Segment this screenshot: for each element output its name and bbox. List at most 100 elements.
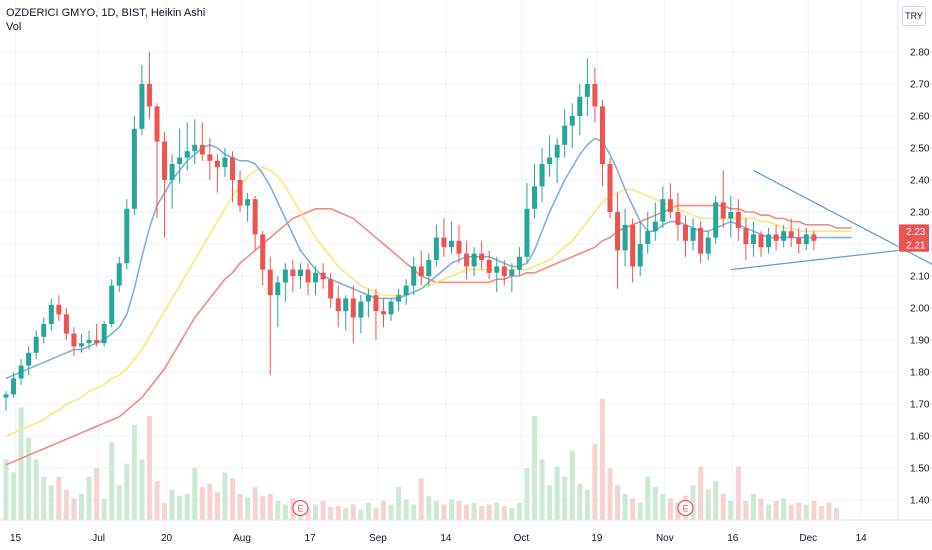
volume-bar (584, 489, 590, 520)
volume-bar (116, 485, 122, 520)
time-tick-label: 14 (856, 533, 868, 544)
volume-bar (448, 499, 454, 520)
earnings-marker-label: E (682, 504, 688, 514)
candle-body (411, 266, 417, 286)
candle-body (615, 212, 621, 251)
price-tick-label: 1.40 (910, 496, 930, 507)
candle-body (652, 221, 658, 232)
candle-body (313, 272, 319, 283)
volume-bar (396, 487, 402, 520)
candle-body (358, 301, 364, 318)
volume-bar (592, 443, 598, 520)
candle-body (456, 240, 462, 254)
candle-body (667, 199, 673, 212)
trendline (753, 169, 932, 265)
price-tick-label: 2.00 (910, 304, 930, 315)
candle-body (713, 202, 719, 238)
volume-bar (3, 459, 9, 520)
candle-body (773, 234, 779, 241)
volume-bar (94, 468, 100, 520)
volume-bar (562, 476, 568, 520)
volume-bar (788, 504, 794, 520)
price-tick-label: 1.50 (910, 464, 930, 475)
volume-bar (464, 504, 470, 520)
candle-body (547, 157, 553, 164)
volume-bar (305, 507, 311, 520)
candle-body (86, 340, 92, 344)
candle-body (94, 340, 100, 344)
volume-bar (124, 463, 130, 520)
candle-body (803, 234, 809, 244)
price-tick-label: 1.70 (910, 400, 930, 411)
volume-bar (56, 476, 62, 520)
candle-body (501, 266, 507, 276)
candle-body (690, 228, 696, 241)
candle-body (116, 263, 122, 286)
candle-body (18, 365, 24, 379)
volume-bar (705, 488, 711, 520)
price-tag-label: 2.23 (906, 227, 926, 238)
candle-body (71, 333, 77, 347)
volume-bar (532, 416, 537, 520)
candle-body (252, 199, 258, 235)
candle-body (101, 324, 107, 344)
time-tick-label: Sep (369, 533, 387, 544)
candle-body (562, 125, 568, 145)
candle-body (433, 237, 439, 260)
candle-body (124, 208, 130, 264)
candle-body (448, 240, 454, 248)
volume-bar (667, 498, 673, 520)
candle-body (154, 106, 160, 142)
candle-body (509, 269, 515, 276)
volume-bar (554, 466, 560, 520)
volume-bar (252, 487, 258, 520)
candle-body (214, 160, 220, 168)
candle-body (479, 253, 485, 260)
candle-body (146, 84, 152, 107)
candle-body (56, 304, 62, 315)
candle-body (577, 96, 583, 116)
volume-label[interactable]: Vol (6, 21, 22, 33)
candle-body (328, 279, 334, 299)
candle-body (26, 352, 32, 366)
volume-bar (803, 504, 809, 520)
candle-body (592, 84, 598, 107)
candle-body (177, 157, 183, 164)
time-tick-label: Aug (233, 533, 251, 544)
volume-bar (245, 497, 251, 520)
volume-bar (260, 495, 266, 520)
candle-body (297, 269, 303, 276)
volume-bar (569, 450, 575, 520)
time-tick-label: Nov (656, 533, 674, 544)
volume-bar (86, 476, 92, 520)
time-axis[interactable]: 15 Jul 20 Aug 17 Sep 14 Oct 19 Nov 16 Dec 14 (0, 519, 932, 544)
volume-bar (146, 416, 152, 520)
volume-bar (516, 502, 522, 520)
candle-body (373, 295, 379, 312)
trendlines[interactable] (730, 169, 932, 271)
currency-badge[interactable]: TRY (902, 6, 926, 26)
volume-bar (192, 468, 198, 520)
volume-bar (720, 494, 726, 520)
volume-bar (358, 509, 364, 520)
volume-bar (486, 504, 492, 520)
candle-body (320, 272, 326, 280)
candle-body (735, 212, 741, 228)
volume-bar (381, 500, 386, 520)
volume-bar (154, 481, 160, 520)
time-tick-label: 16 (727, 533, 739, 544)
volume-bar (713, 481, 719, 520)
volume-bar (630, 498, 636, 520)
candle-body (305, 269, 311, 283)
candle-body (599, 106, 605, 164)
candle-body (584, 84, 590, 97)
volume-bar (818, 506, 824, 520)
volume-bar (222, 472, 228, 520)
candle-body (79, 343, 84, 347)
volume-bar (479, 506, 485, 520)
symbol-title[interactable]: OZDERICI GMYO, 1D, BIST, Heikin Ashi (6, 7, 206, 19)
volume-bar (177, 495, 183, 520)
volume-bar (131, 424, 137, 520)
